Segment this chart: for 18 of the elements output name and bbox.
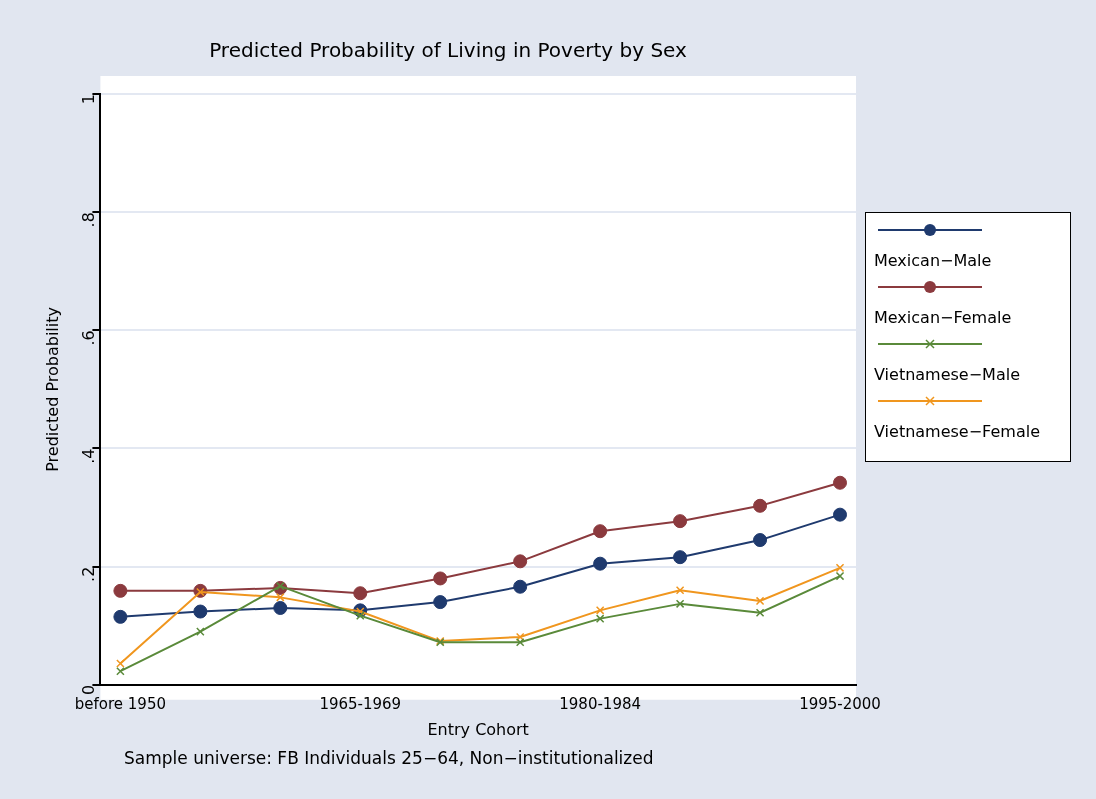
y-tick-label: .2: [78, 566, 98, 582]
x-axis-title: Entry Cohort: [427, 719, 529, 739]
legend-label: Mexican−Female: [874, 308, 1013, 327]
y-tick-label: .4: [78, 448, 98, 464]
legend-label: Mexican−Male: [874, 251, 993, 270]
x-tick-label: 1995-2000: [799, 694, 881, 713]
y-tick-label: .8: [78, 212, 98, 228]
legend-label: Vietnamese−Female: [874, 422, 1041, 441]
y-tick-label: 1: [78, 94, 98, 105]
y-tick-label: .6: [78, 330, 98, 346]
chart-title: Predicted Probability of Living in Poverty by Sex: [209, 38, 688, 63]
legend-label: Vietnamese−Male: [874, 365, 1021, 384]
x-tick-label: before 1950: [74, 694, 166, 713]
text: Sample universe: FB Individuals 25−64, Non−institutionalized: [124, 748, 654, 768]
x-tick-label: 1980-1984: [559, 694, 642, 713]
x-tick-label: 1965-1969: [319, 694, 402, 713]
y-axis-title: Predicted Probability: [42, 307, 62, 472]
y-tick-label: 0: [78, 684, 98, 695]
